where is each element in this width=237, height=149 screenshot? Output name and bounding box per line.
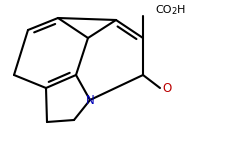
- Text: CO: CO: [155, 5, 172, 15]
- Text: 2: 2: [171, 7, 176, 17]
- Text: N: N: [86, 94, 94, 107]
- Text: O: O: [162, 82, 171, 94]
- Text: H: H: [177, 5, 185, 15]
